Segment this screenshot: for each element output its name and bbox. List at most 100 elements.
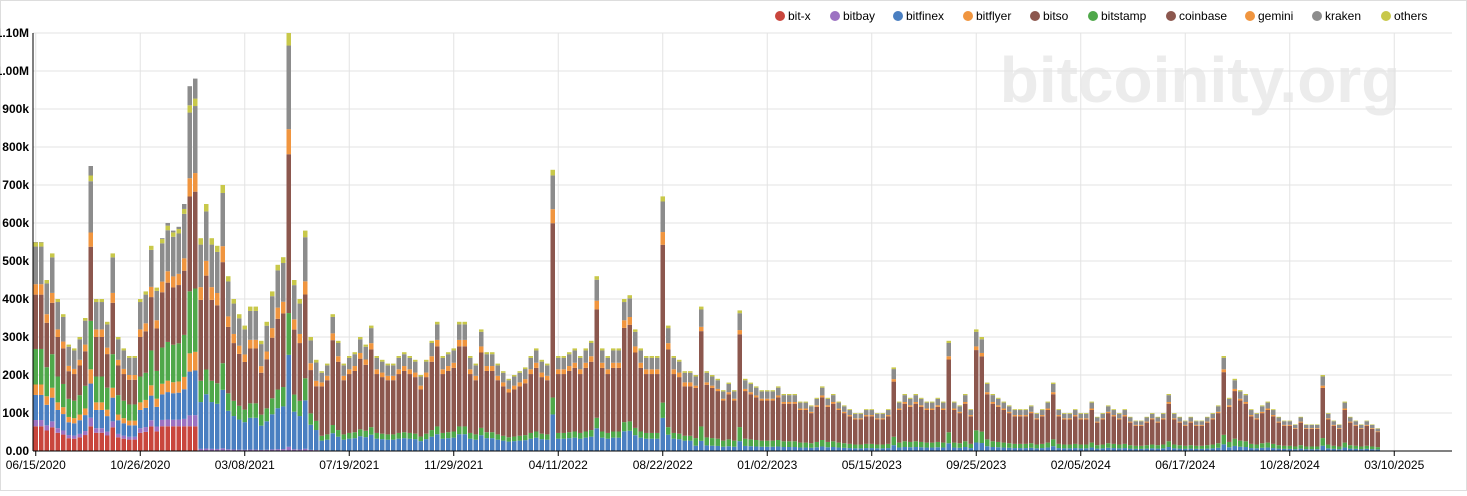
bar-segment-kraken — [1332, 421, 1337, 425]
y-tick-label: 300k — [2, 330, 29, 344]
bar-segment-coinbase — [540, 377, 545, 434]
bar-segment-coinbase — [204, 276, 209, 370]
bar-segment-gemini — [606, 369, 611, 374]
bar-segment-coinbase — [408, 374, 413, 433]
bar-segment-kraken — [1359, 425, 1364, 428]
bar-segment-others — [941, 402, 946, 403]
bar-segment-gemini — [177, 274, 182, 285]
bar-segment-coinbase — [463, 346, 468, 426]
bar-segment-coinbase — [760, 401, 765, 441]
bar-segment-kraken — [265, 326, 270, 352]
bar-segment-bitflyer — [72, 418, 77, 423]
bar-segment-gemini — [749, 392, 754, 394]
bar-segment-bitfinex — [380, 439, 385, 451]
bar-segment-bitstamp — [1057, 444, 1062, 448]
bar-segment-others — [1332, 421, 1337, 422]
bar-segment-gemini — [1029, 412, 1034, 413]
bar-segment-gemini — [501, 382, 506, 386]
bar-segment-gemini — [540, 373, 545, 378]
legend-label: bitfinex — [906, 9, 944, 23]
bar-segment-bitstamp — [919, 442, 924, 447]
bar-segment-others — [864, 409, 869, 410]
bar-segment-gemini — [144, 323, 149, 331]
bar-segment-bitbay — [116, 434, 121, 437]
bar-segment-bitfinex — [265, 421, 270, 449]
bar-segment-kraken — [578, 358, 583, 369]
bar-segment-bitstamp — [1172, 445, 1177, 449]
bar-segment-kraken — [193, 106, 198, 173]
bar-segment-coinbase — [743, 391, 748, 439]
bar-segment-coinbase — [56, 337, 61, 377]
bar-segment-others — [842, 405, 847, 406]
bar-segment-others — [584, 348, 589, 350]
bar-segment-gemini — [1310, 428, 1315, 429]
bar-segment-bitfinex — [1227, 447, 1232, 451]
bar-segment-bitfinex — [584, 438, 589, 451]
bar-segment-gemini — [699, 327, 704, 331]
bar-segment-coinbase — [617, 368, 622, 432]
bar-segment-gemini — [688, 382, 693, 386]
bar-segment-others — [1095, 417, 1100, 418]
bar-segment-gemini — [754, 395, 759, 397]
bar-segment-gemini — [485, 366, 490, 371]
bar-segment-bitbay — [105, 432, 110, 436]
bar-segment-gemini — [672, 369, 677, 374]
bar-segment-others — [193, 99, 198, 106]
bar-segment-bitstamp — [424, 434, 429, 439]
bar-segment-gemini — [1244, 402, 1249, 404]
bar-segment-coinbase — [754, 397, 759, 440]
bar-segment-gemini — [897, 409, 902, 410]
bar-segment-kraken — [963, 395, 968, 402]
legend-swatch — [1088, 11, 1098, 21]
bar-segment-kraken — [188, 86, 193, 105]
bar-segment-kraken — [1007, 406, 1012, 411]
bar-segment-bitfinex — [419, 441, 424, 451]
bar-segment-bit-x — [39, 426, 44, 451]
bar-segment-bit-x — [78, 437, 83, 451]
bar-segment-gemini — [380, 373, 385, 378]
bar-segment-gemini — [716, 389, 721, 391]
legend-item-bitso[interactable]: bitso — [1030, 9, 1069, 23]
bar-segment-kraken — [347, 358, 352, 369]
bar-segment-bitfinex — [127, 425, 132, 436]
bar-segment-others — [1161, 413, 1166, 414]
bar-segment-bitfinex — [160, 394, 165, 420]
bar-segment-bitstamp — [765, 441, 770, 447]
bar-segment-bit-x — [166, 426, 171, 451]
bar-segment-others — [1040, 409, 1045, 410]
bar-segment-others — [919, 398, 924, 399]
bar-segment-bitstamp — [452, 432, 457, 438]
bar-segment-gemini — [727, 392, 732, 394]
bar-segment-bitfinex — [468, 439, 473, 451]
bar-segment-others — [221, 185, 226, 193]
bar-segment-bitstamp — [1128, 445, 1133, 448]
bar-segment-bitfinex — [633, 435, 638, 451]
bar-segment-kraken — [919, 399, 924, 405]
bar-segment-kraken — [562, 358, 567, 369]
bar-segment-coinbase — [655, 374, 660, 433]
legend-item-bit-x[interactable]: bit-x — [775, 9, 811, 23]
bar-segment-coinbase — [259, 373, 264, 415]
bar-segment-kraken — [1073, 410, 1078, 415]
bar-segment-bitstamp — [551, 398, 556, 415]
bar-segment-coinbase — [578, 374, 583, 433]
bar-segment-bitstamp — [221, 363, 226, 390]
bar-segment-others — [793, 394, 798, 395]
bar-segment-bitstamp — [270, 398, 275, 414]
bar-segment-bitfinex — [727, 446, 732, 451]
bar-segment-gemini — [463, 340, 468, 346]
bar-segment-bitstamp — [1282, 446, 1287, 449]
bar-segment-gemini — [908, 405, 913, 407]
bar-segment-kraken — [622, 302, 627, 320]
bar-segment-others — [1117, 413, 1122, 414]
bar-segment-bitflyer — [188, 353, 193, 371]
bar-segment-gemini — [1249, 415, 1254, 416]
bar-segment-others — [578, 356, 583, 358]
bar-segment-others — [61, 314, 66, 317]
bar-segment-others — [501, 371, 506, 373]
bar-segment-coinbase — [793, 404, 798, 442]
bar-segment-kraken — [221, 193, 226, 246]
x-tick-label: 03/10/2025 — [1364, 458, 1424, 472]
bar-segment-coinbase — [831, 404, 836, 442]
bar-segment-gemini — [1167, 402, 1172, 404]
